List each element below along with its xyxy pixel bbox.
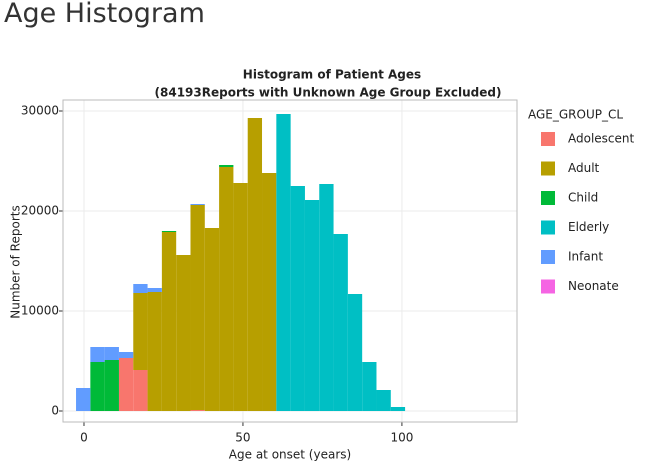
histogram-bar bbox=[90, 362, 105, 411]
histogram-bar bbox=[376, 390, 391, 411]
plot-border bbox=[62, 99, 518, 423]
histogram-bar bbox=[362, 362, 377, 411]
histogram-bar bbox=[147, 292, 162, 411]
histogram-bar bbox=[133, 370, 148, 411]
y-tick-label: 10000 bbox=[21, 304, 59, 318]
legend-label: Neonate bbox=[568, 279, 619, 293]
legend-swatch bbox=[541, 132, 555, 146]
legend-label: Child bbox=[568, 191, 598, 205]
histogram-bar bbox=[390, 407, 406, 411]
histogram-bar bbox=[118, 358, 134, 411]
legend-title: AGE_GROUP_CL bbox=[528, 108, 623, 122]
histogram-bar bbox=[233, 183, 248, 411]
histogram-bar bbox=[133, 284, 148, 293]
histogram-bar bbox=[333, 234, 348, 411]
histogram-bar bbox=[247, 118, 263, 411]
y-tick-label: 30000 bbox=[21, 104, 59, 118]
x-axis-label: Age at onset (years) bbox=[229, 448, 351, 462]
histogram-bar bbox=[90, 347, 105, 362]
x-tick-label: 100 bbox=[390, 431, 413, 445]
legend-swatch bbox=[541, 250, 555, 264]
histogram-bar bbox=[104, 347, 119, 360]
histogram-bar bbox=[104, 360, 119, 411]
histogram-bar bbox=[347, 294, 363, 411]
histogram-bar bbox=[219, 167, 234, 411]
legend-label: Adolescent bbox=[568, 132, 635, 146]
histogram-bar bbox=[204, 228, 220, 411]
histogram-bar bbox=[176, 255, 191, 411]
histogram-bar bbox=[319, 184, 334, 411]
y-tick-label: 0 bbox=[51, 404, 59, 418]
histogram-bar bbox=[161, 231, 177, 232]
histogram-bar bbox=[118, 352, 134, 358]
histogram-bar bbox=[190, 205, 205, 410]
histogram-bar bbox=[76, 388, 91, 411]
histogram-bar bbox=[276, 114, 291, 411]
legend-swatch bbox=[541, 161, 555, 176]
legend-label: Infant bbox=[568, 250, 603, 264]
legend-swatch bbox=[541, 191, 555, 205]
histogram-bar bbox=[262, 173, 277, 411]
histogram-bar bbox=[290, 186, 305, 411]
page-title: Age Histogram bbox=[4, 0, 205, 29]
y-tick-label: 20000 bbox=[21, 204, 59, 218]
histogram-bar bbox=[304, 200, 320, 411]
histogram-bar bbox=[190, 410, 205, 411]
y-axis-label: Number of Reports bbox=[9, 205, 23, 318]
histogram-bar bbox=[147, 288, 162, 292]
x-tick-label: 0 bbox=[80, 431, 88, 445]
chart-title: Histogram of Patient Ages bbox=[243, 68, 421, 82]
histogram-bar bbox=[219, 165, 234, 167]
x-tick-label: 50 bbox=[235, 431, 250, 445]
legend-swatch bbox=[541, 279, 555, 294]
histogram-bar bbox=[161, 232, 177, 411]
legend-label: Adult bbox=[568, 161, 600, 175]
legend-label: Elderly bbox=[568, 220, 609, 234]
legend-swatch bbox=[541, 220, 555, 235]
chart-subtitle: (84193Reports with Unknown Age Group Exc… bbox=[155, 86, 502, 100]
histogram-bar bbox=[133, 293, 148, 370]
histogram-bar bbox=[190, 204, 205, 205]
